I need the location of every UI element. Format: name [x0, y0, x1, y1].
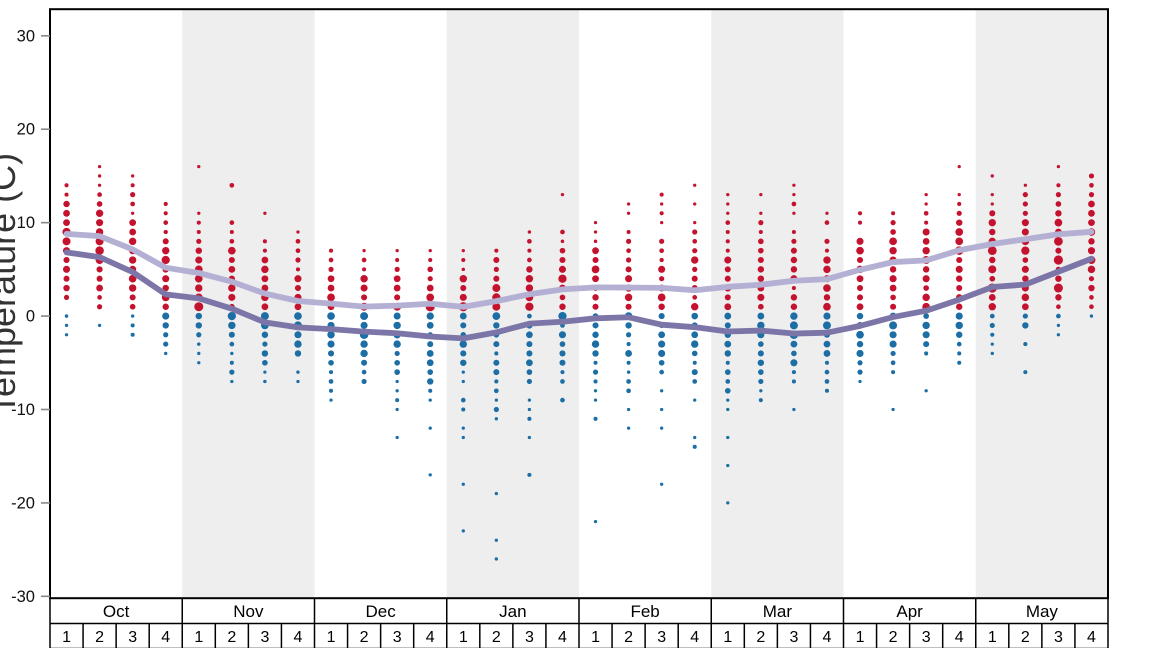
svg-text:4: 4	[690, 629, 699, 646]
svg-text:3: 3	[260, 629, 269, 646]
svg-text:1: 1	[723, 629, 732, 646]
svg-text:1: 1	[327, 629, 336, 646]
svg-text:1: 1	[856, 629, 865, 646]
svg-text:4: 4	[161, 629, 170, 646]
svg-text:2: 2	[227, 629, 236, 646]
svg-text:30: 30	[17, 27, 35, 45]
svg-text:Mar: Mar	[763, 602, 793, 621]
svg-text:Temperature (C): Temperature (C)	[0, 153, 23, 415]
svg-text:May: May	[1026, 602, 1059, 621]
svg-text:1: 1	[591, 629, 600, 646]
svg-text:2: 2	[492, 629, 501, 646]
svg-text:1: 1	[194, 629, 203, 646]
svg-text:4: 4	[294, 629, 303, 646]
svg-text:3: 3	[657, 629, 666, 646]
svg-text:Jan: Jan	[499, 602, 526, 621]
svg-text:-30: -30	[11, 588, 35, 606]
svg-text:20: 20	[17, 121, 35, 139]
svg-text:Dec: Dec	[366, 602, 397, 621]
svg-text:4: 4	[426, 629, 435, 646]
svg-text:2: 2	[360, 629, 369, 646]
svg-text:Feb: Feb	[630, 602, 659, 621]
svg-text:2: 2	[1021, 629, 1030, 646]
svg-text:1: 1	[459, 629, 468, 646]
svg-text:2: 2	[624, 629, 633, 646]
svg-text:4: 4	[558, 629, 567, 646]
svg-text:3: 3	[128, 629, 137, 646]
svg-text:3: 3	[1054, 629, 1063, 646]
svg-text:0: 0	[26, 308, 35, 326]
svg-text:1: 1	[62, 629, 71, 646]
svg-text:-20: -20	[11, 494, 35, 512]
svg-text:Oct: Oct	[103, 602, 130, 621]
svg-text:Nov: Nov	[233, 602, 264, 621]
svg-text:3: 3	[393, 629, 402, 646]
svg-text:3: 3	[922, 629, 931, 646]
svg-text:2: 2	[756, 629, 765, 646]
svg-text:4: 4	[1087, 629, 1096, 646]
svg-text:1: 1	[988, 629, 997, 646]
svg-text:2: 2	[889, 629, 898, 646]
svg-text:Apr: Apr	[896, 602, 923, 621]
svg-text:4: 4	[823, 629, 832, 646]
svg-text:2: 2	[95, 629, 104, 646]
svg-text:3: 3	[525, 629, 534, 646]
svg-text:4: 4	[955, 629, 964, 646]
svg-text:3: 3	[789, 629, 798, 646]
